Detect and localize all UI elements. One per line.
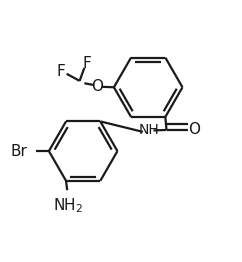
Text: F: F [56, 64, 65, 79]
Text: NH$_2$: NH$_2$ [53, 196, 83, 215]
Text: NH: NH [138, 123, 159, 138]
Text: Br: Br [11, 144, 28, 159]
Text: F: F [82, 56, 91, 71]
Text: O: O [188, 122, 200, 138]
Text: O: O [91, 79, 103, 94]
